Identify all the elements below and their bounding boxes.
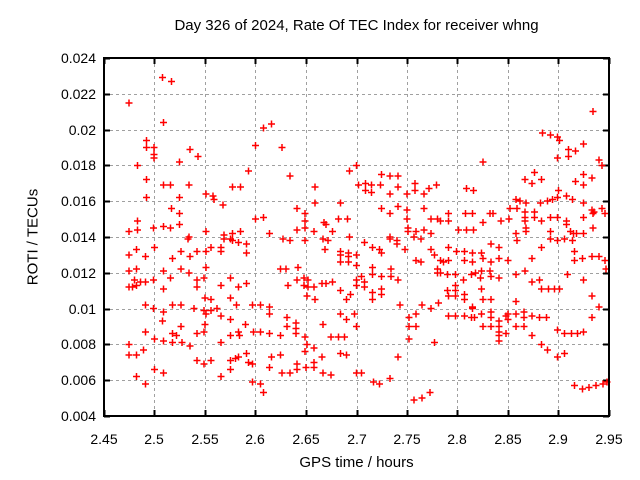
x-tick-labels: 2.45 2.5 2.55 2.6 2.65 2.7 2.75 2.8 2.85 2.9 2.95 [90,431,622,447]
y-tick-label: 0.024 [61,50,96,66]
y-tick-label: 0.014 [61,229,96,245]
x-tick-label: 2.45 [90,431,117,447]
y-tick-label: 0.022 [61,86,96,102]
x-tick-label: 2.85 [494,431,521,447]
chart-title: Day 326 of 2024, Rate Of TEC Index for r… [174,17,539,34]
x-tick-label: 2.7 [347,431,367,447]
y-tick-label: 0.008 [61,336,96,352]
x-tick-label: 2.9 [548,431,568,447]
gridlines [104,58,609,416]
y-tick-label: 0.01 [69,301,96,317]
x-tick-label: 2.95 [595,431,622,447]
x-tick-label: 2.6 [245,431,265,447]
y-tick-label: 0.012 [61,265,96,281]
y-tick-label: 0.02 [69,122,96,138]
y-tick-labels: 0.004 0.006 0.008 0.01 0.012 0.014 0.016 0.018 0… [61,50,96,424]
x-tick-label: 2.55 [191,431,218,447]
y-tick-label: 0.006 [61,372,96,388]
y-tick-label: 0.016 [61,193,96,209]
plot-border [103,57,610,417]
y-tick-label: 0.004 [61,408,96,424]
data-points [125,74,611,404]
y-tick-label: 0.018 [61,157,96,173]
x-tick-label: 2.8 [447,431,467,447]
x-tick-label: 2.75 [393,431,420,447]
x-tick-label: 2.65 [292,431,319,447]
x-axis-label: GPS time / hours [299,454,414,471]
x-tick-label: 2.5 [144,431,164,447]
